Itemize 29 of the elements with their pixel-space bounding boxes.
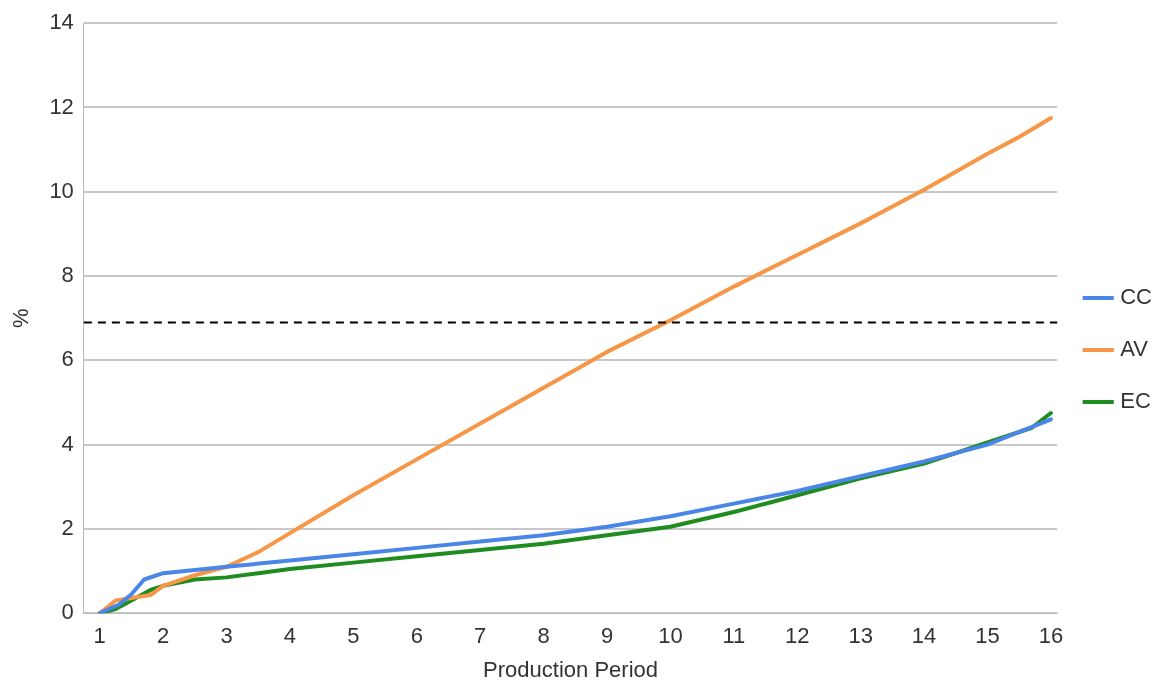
legend-label: EC	[1120, 388, 1151, 414]
y-tick-label: 6	[61, 346, 74, 372]
x-tick-label: 3	[220, 623, 233, 649]
y-tick-label: 0	[61, 599, 74, 625]
x-tick-label: 14	[911, 623, 937, 649]
x-tick-label: 10	[658, 623, 683, 649]
x-axis-title: Production Period	[483, 656, 658, 682]
x-tick-label: 15	[975, 623, 1000, 649]
x-tick-label: 13	[848, 623, 873, 649]
x-tick-label: 5	[347, 623, 360, 649]
y-tick-label: 10	[49, 177, 74, 203]
legend-label: AV	[1120, 336, 1149, 362]
x-tick-label: 2	[157, 623, 170, 649]
x-tick-label: 1	[93, 623, 106, 649]
y-tick-label: 14	[49, 9, 74, 35]
y-axis-title: %	[8, 308, 34, 328]
x-tick-label: 8	[537, 623, 550, 649]
x-tick-label: 6	[410, 623, 423, 649]
legend-label: CC	[1120, 284, 1153, 310]
x-tick-label: 11	[722, 623, 746, 649]
x-tick-label: 16	[1038, 623, 1064, 649]
x-tick-label: 9	[600, 623, 614, 649]
y-tick-label: 8	[61, 262, 74, 288]
y-tick-label: 2	[61, 514, 74, 540]
y-tick-label: 4	[61, 430, 74, 456]
x-tick-label: 7	[474, 623, 487, 649]
x-tick-label: 4	[283, 623, 297, 649]
x-tick-label: 12	[785, 623, 810, 649]
y-tick-label: 12	[49, 93, 74, 119]
